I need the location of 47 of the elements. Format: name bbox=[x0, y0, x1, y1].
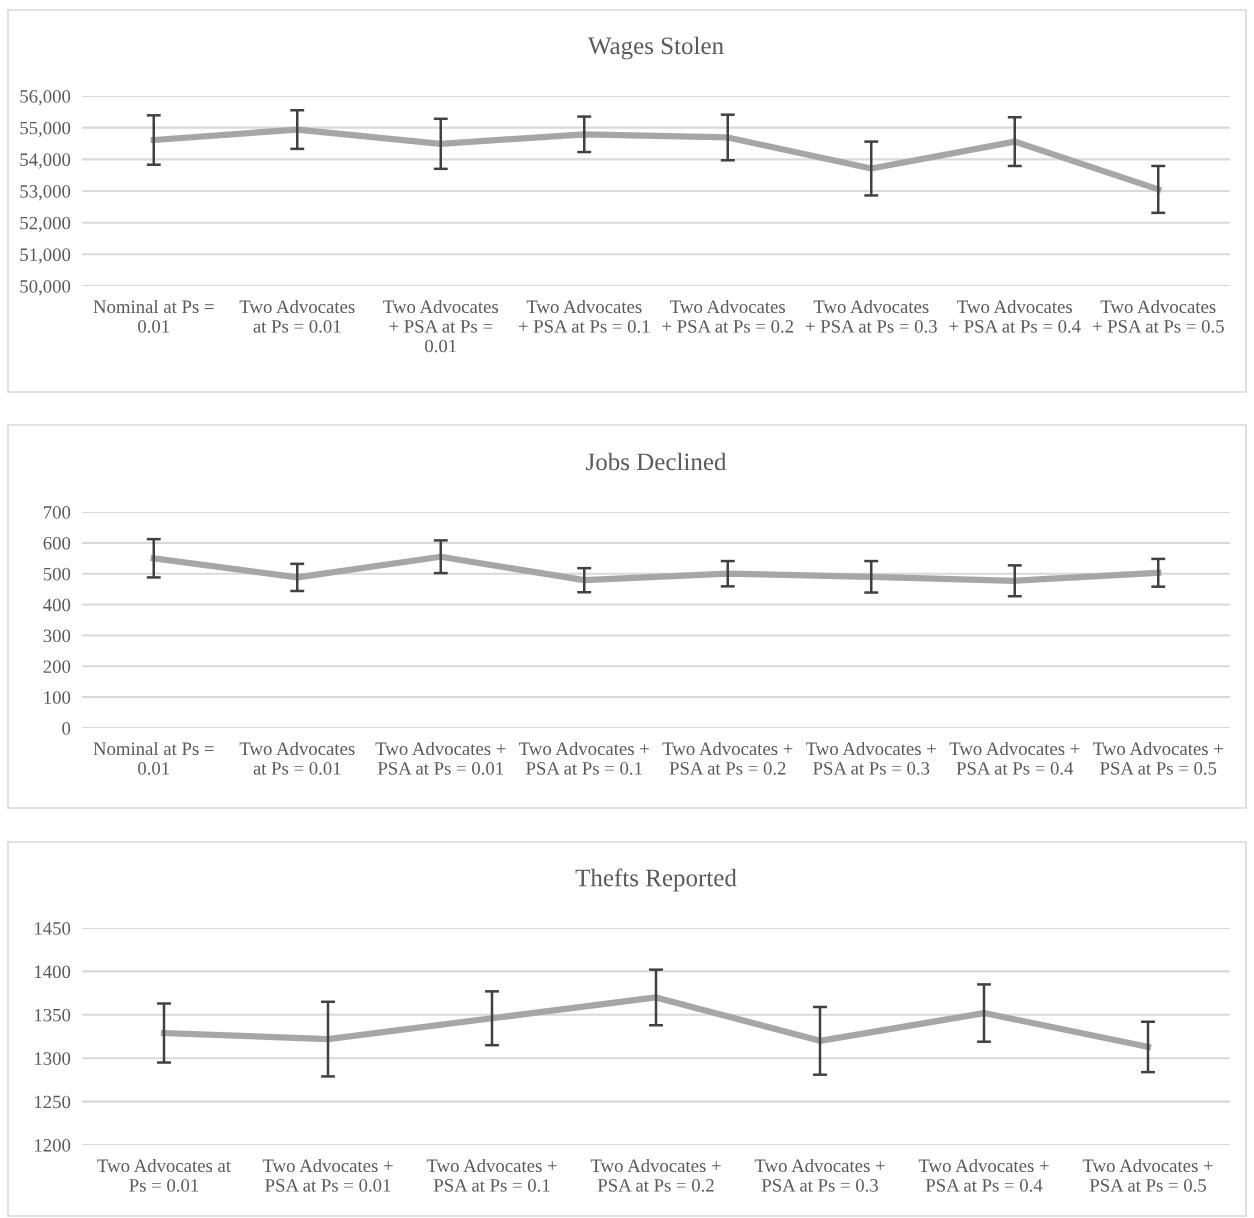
y-tick-label: 54,000 bbox=[20, 153, 71, 169]
x-tick-label: Two Advocates + PSA at Ps = 0.1 bbox=[518, 299, 650, 333]
x-tick-label: Nominal at Ps = 0.01 bbox=[93, 741, 214, 775]
x-tick-label: Nominal at Ps = 0.01 bbox=[93, 299, 214, 333]
y-tick-label: 600 bbox=[43, 536, 71, 550]
x-tick-label: Two Advocates + PSA at Ps = 0.4 bbox=[949, 299, 1081, 333]
x-tick-label: Two Advocates + PSA at Ps = 0.01 bbox=[383, 299, 498, 353]
y-tick-label: 1300 bbox=[35, 1052, 71, 1065]
y-tick-label: 1350 bbox=[35, 1008, 71, 1022]
x-tick-label: Two Advocates + PSA at Ps = 0.4 bbox=[949, 741, 1080, 775]
x-tick-label: Two Advocates at Ps = 0.01 bbox=[239, 741, 355, 775]
y-tick-label: 52,000 bbox=[20, 216, 71, 233]
x-tick-label: Two Advocates + PSA at Ps = 0.3 bbox=[806, 741, 936, 775]
y-tick-label: 500 bbox=[43, 567, 71, 581]
x-tick-label: Two Advocates + PSA at Ps = 0.01 bbox=[262, 1158, 393, 1192]
y-tick-label: 1400 bbox=[35, 965, 71, 979]
x-tick-label: Two Advocates + PSA at Ps = 0.5 bbox=[1093, 741, 1223, 775]
y-tick-label: 200 bbox=[43, 660, 71, 673]
y-tick-label: 53,000 bbox=[20, 185, 71, 201]
y-tick-label: 55,000 bbox=[20, 121, 71, 138]
y-tick-label: 300 bbox=[43, 629, 71, 643]
y-tick-label: 56,000 bbox=[20, 90, 71, 106]
x-tick-label: Two Advocates + PSA at Ps = 0.1 bbox=[519, 741, 649, 775]
x-tick-label: Two Advocates + PSA at Ps = 0.5 bbox=[1082, 1158, 1213, 1192]
y-tick-label: 100 bbox=[44, 691, 71, 704]
x-tick-label: Two Advocates + PSA at Ps = 0.5 bbox=[1092, 299, 1224, 333]
x-tick-label: Two Advocates + PSA at Ps = 0.3 bbox=[805, 299, 937, 333]
y-tick-label: 1450 bbox=[35, 922, 71, 935]
y-tick-label: 400 bbox=[43, 598, 71, 612]
y-tick-label: 700 bbox=[44, 506, 71, 519]
x-tick-label: Two Advocates at Ps = 0.01 bbox=[97, 1158, 231, 1192]
x-tick-label: Two Advocates + PSA at Ps = 0.2 bbox=[662, 299, 794, 333]
chart-title: Thefts Reported bbox=[575, 868, 737, 892]
x-tick-label: Two Advocates + PSA at Ps = 0.1 bbox=[426, 1158, 557, 1192]
x-tick-label: Two Advocates at Ps = 0.01 bbox=[239, 299, 355, 333]
x-tick-label: Two Advocates + PSA at Ps = 0.01 bbox=[375, 741, 506, 775]
y-tick-label: 1250 bbox=[35, 1095, 71, 1109]
x-tick-label: Two Advocates + PSA at Ps = 0.2 bbox=[590, 1158, 721, 1192]
chart-title: Wages Stolen bbox=[587, 36, 724, 60]
x-tick-label: Two Advocates + PSA at Ps = 0.2 bbox=[662, 741, 793, 775]
x-tick-label: Two Advocates + PSA at Ps = 0.4 bbox=[918, 1158, 1049, 1192]
chart-title: Jobs Declined bbox=[586, 452, 727, 471]
y-tick-label: 51,000 bbox=[20, 248, 71, 264]
y-tick-label: 50,000 bbox=[20, 280, 71, 296]
y-tick-label: 0 bbox=[62, 722, 71, 735]
y-tick-label: 1200 bbox=[35, 1139, 71, 1152]
x-tick-label: Two Advocates + PSA at Ps = 0.3 bbox=[754, 1158, 885, 1192]
